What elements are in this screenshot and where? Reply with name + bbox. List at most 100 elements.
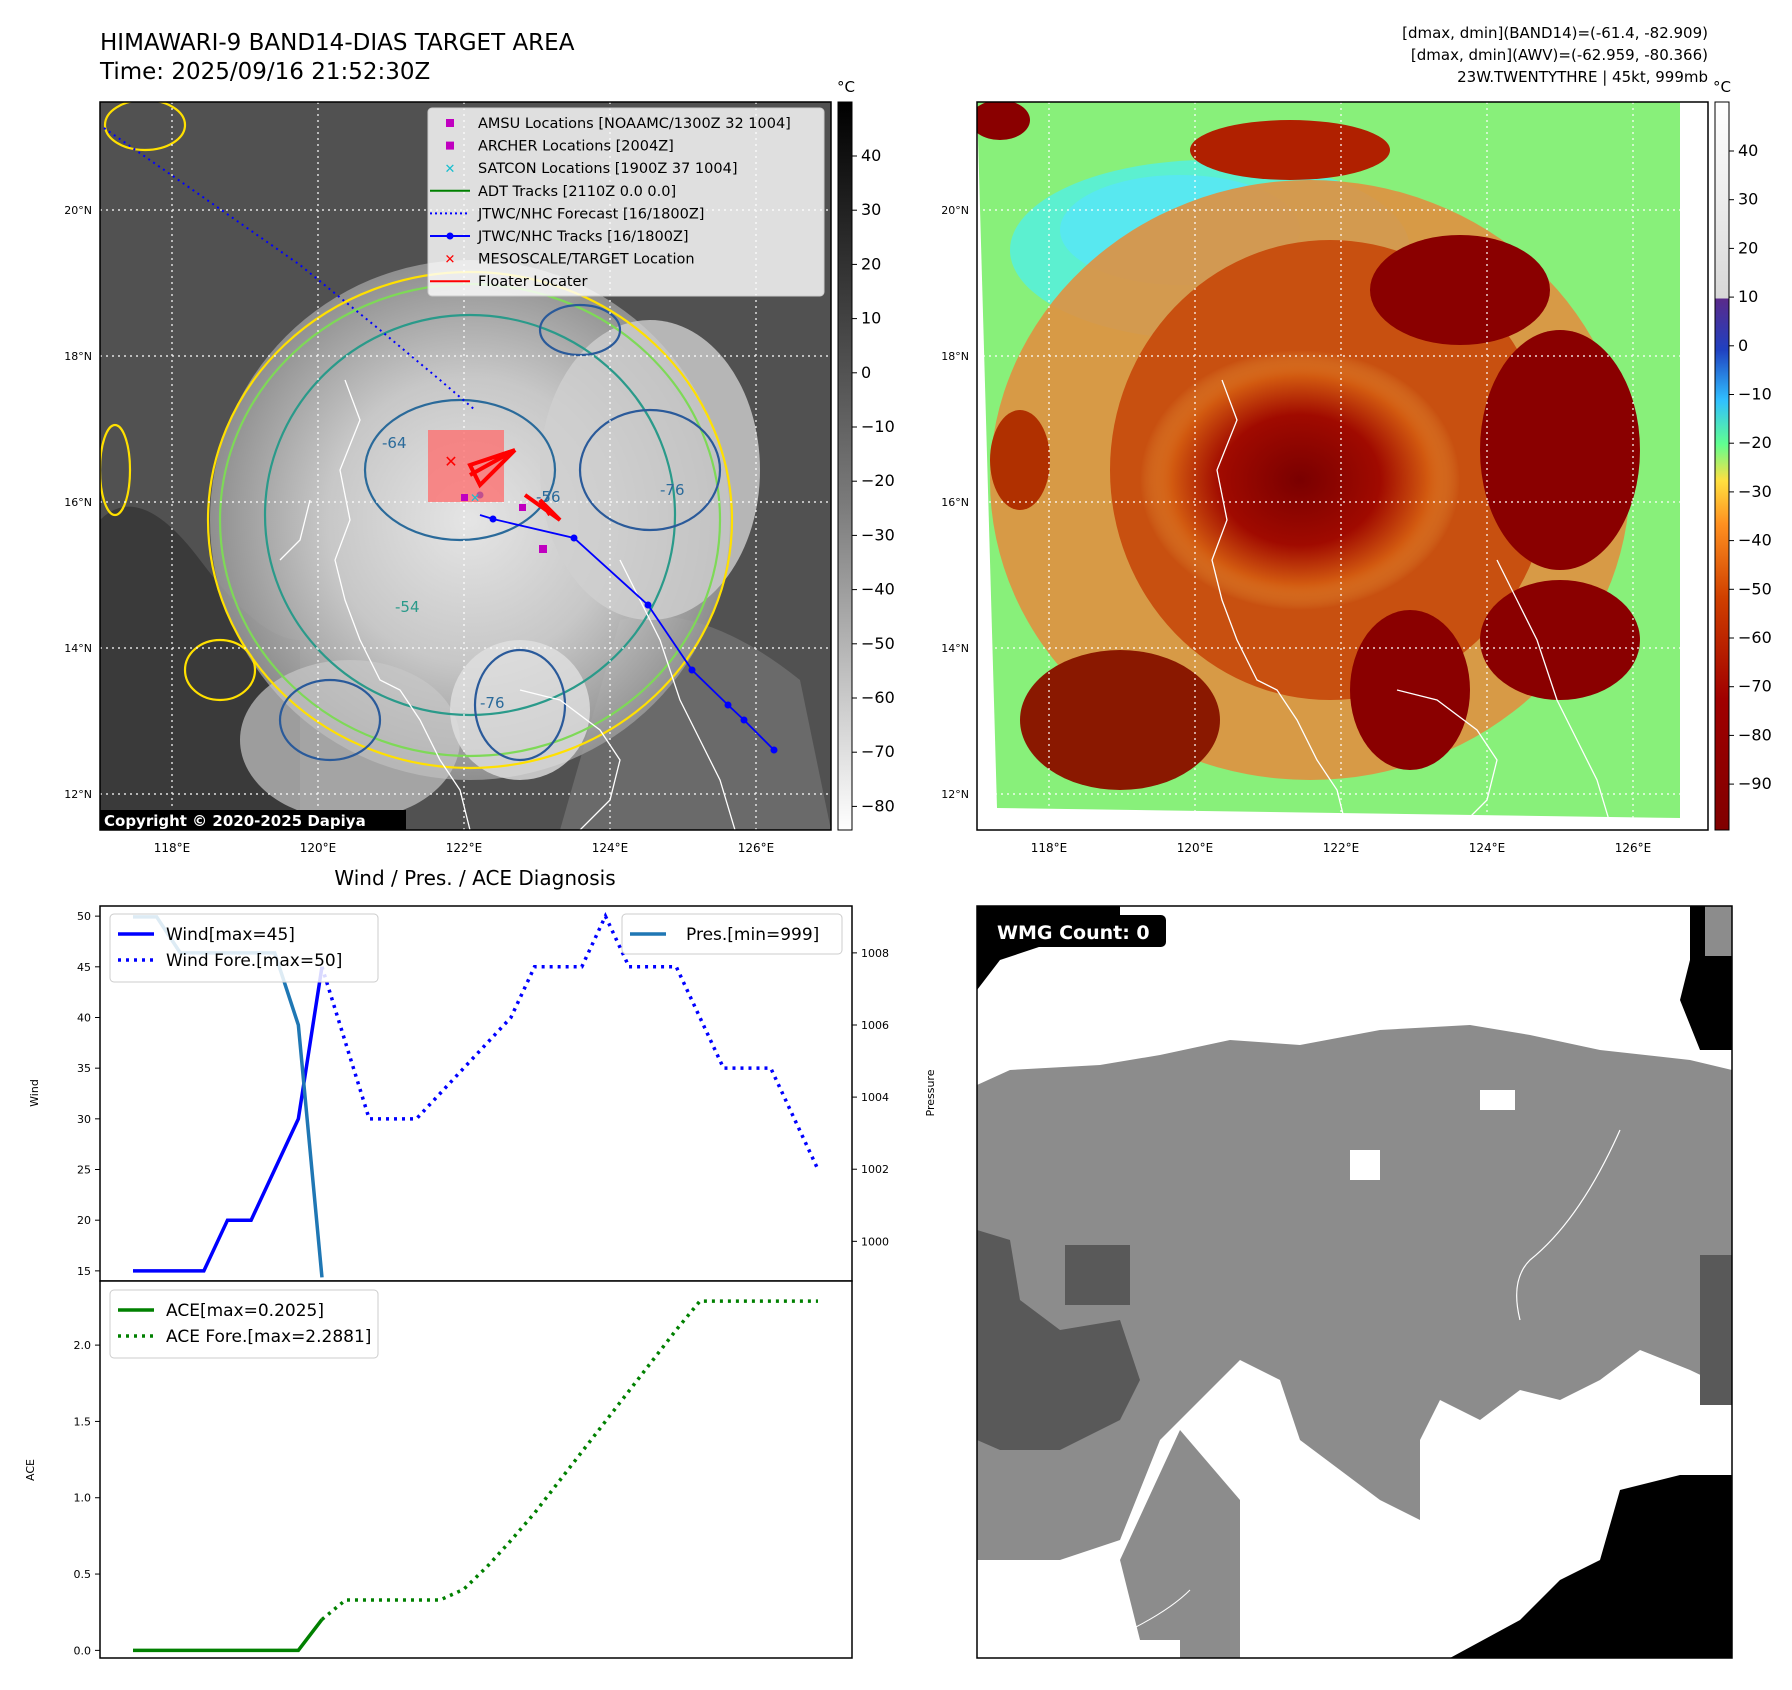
y-tick-label: 35 xyxy=(77,1062,91,1075)
colorbar-tick-label: −90 xyxy=(1738,774,1772,793)
y-tick-label: 1.0 xyxy=(74,1492,92,1505)
figure-time: Time: 2025/09/16 21:52:30Z xyxy=(99,59,430,85)
lon-tick-label: 126°E xyxy=(1615,841,1652,855)
legend-entry-label: MESOSCALE/TARGET Location xyxy=(478,252,695,268)
colorbar-tick-label: −50 xyxy=(861,634,895,653)
wv-satellite-panel xyxy=(977,102,1708,830)
map-longitude-labels: 118°E 120°E 122°E 124°E 126°E 118°E 120°E 122°E… xyxy=(154,841,1652,855)
y-tick-label: 45 xyxy=(77,961,91,974)
wv-colorbar-unit: °C xyxy=(1713,78,1731,96)
diagnosis-title: Wind / Pres. / ACE Diagnosis xyxy=(334,866,615,890)
jtwc-best-track xyxy=(479,514,775,751)
series-line xyxy=(320,911,820,1171)
colorbar-tick-label: −10 xyxy=(861,417,895,436)
colorbar-tick-label: −10 xyxy=(1738,385,1772,404)
colorbar-tick-label: 10 xyxy=(861,309,881,328)
colorbar-tick-label: −50 xyxy=(1738,579,1772,598)
colorbar-tick-label: −60 xyxy=(861,688,895,707)
info-line-3: 23W.TWENTYTHRE | 45kt, 999mb xyxy=(1457,68,1708,86)
satcon-location-marker: ✕ xyxy=(470,491,480,505)
pressure-axis-label: Pressure xyxy=(924,1069,937,1116)
colorbar-tick-label: −60 xyxy=(1738,628,1772,647)
legend-label: Wind Fore.[max=50] xyxy=(166,951,342,971)
right-y-tick-label: 1006 xyxy=(861,1019,889,1032)
contour-label: -54 xyxy=(395,598,420,616)
lat-tick-label: 20°N xyxy=(941,204,969,217)
ir-colorbar-unit: °C xyxy=(837,78,855,96)
colorbar-tick-label: 10 xyxy=(1738,287,1758,306)
colorbar-tick-label: 30 xyxy=(861,200,881,219)
contour-label: -76 xyxy=(660,481,685,499)
legend-entry-label: JTWC/NHC Forecast [16/1800Z] xyxy=(477,206,704,222)
legend-entry-label: ARCHER Locations [2004Z] xyxy=(478,139,674,155)
lat-tick-label: 14°N xyxy=(64,642,92,655)
lon-tick-label: 122°E xyxy=(1323,841,1360,855)
wv-colorbar xyxy=(1714,101,1730,831)
ir-legend: AMSU Locations [NOAAMC/1300Z 32 1004] ARC… xyxy=(427,107,825,297)
lat-tick-label: 12°N xyxy=(941,788,969,801)
lon-tick-label: 124°E xyxy=(592,841,629,855)
chart-legend-box xyxy=(109,913,379,983)
wind-axis-label: Wind xyxy=(28,1079,41,1107)
lon-tick-label: 120°E xyxy=(300,841,337,855)
contour-label: -76 xyxy=(480,694,505,712)
copyright-label: Copyright © 2020-2025 Dapiya xyxy=(104,812,366,830)
y-tick-label: 30 xyxy=(77,1113,91,1126)
floater-locater-track xyxy=(467,448,562,522)
colorbar-tick-label: −80 xyxy=(1738,725,1772,744)
y-tick-label: 20 xyxy=(77,1214,91,1227)
wmg-count-label: WMG Count: 0 xyxy=(997,922,1150,944)
lat-tick-label: 16°N xyxy=(64,496,92,509)
series-line xyxy=(133,1618,324,1653)
colorbar-tick-label: −30 xyxy=(1738,482,1772,501)
wmg-panel: WMG Count: 0 xyxy=(977,906,1732,1658)
wind-chart-marks: 15 20 25 30 35 40 45 50 1000 1002 1004 1006 1008 Wind… xyxy=(77,910,889,1278)
legend-marker xyxy=(446,119,454,127)
legend-entry-label: Floater Locater xyxy=(478,274,587,290)
legend-marker: ✕ xyxy=(445,162,456,177)
jtwc-forecast-track xyxy=(103,127,476,411)
colorbar-tick-label: 40 xyxy=(861,146,881,165)
lat-tick-label: 18°N xyxy=(64,350,92,363)
ir-colorbar xyxy=(837,101,853,831)
legend-entry-label: ADT Tracks [2110Z 0.0 0.0] xyxy=(478,184,676,200)
amsu-location-marker xyxy=(461,494,468,501)
lon-tick-label: 118°E xyxy=(154,841,191,855)
colorbar-tick-label: 20 xyxy=(1738,238,1758,257)
lat-tick-label: 16°N xyxy=(941,496,969,509)
lat-tick-label: 12°N xyxy=(64,788,92,801)
legend-entry-label: SATCON Locations [1900Z 37 1004] xyxy=(478,161,737,177)
series-line xyxy=(320,1299,818,1621)
y-tick-label: 15 xyxy=(77,1265,91,1278)
lat-tick-label: 18°N xyxy=(941,350,969,363)
chart-legend-box xyxy=(621,913,843,955)
lon-tick-label: 124°E xyxy=(1469,841,1506,855)
y-tick-label: 50 xyxy=(77,910,91,923)
lon-tick-label: 126°E xyxy=(738,841,775,855)
y-tick-label: 1.5 xyxy=(74,1415,92,1428)
colorbar-tick-label: −30 xyxy=(861,525,895,544)
wv-colorbar-ticks: 40 30 20 10 0 −10 −20 −30 −40 −50 −60 −70 −80 −90 xyxy=(1729,141,1772,793)
colorbar-tick-label: −70 xyxy=(1738,677,1772,696)
right-y-tick-label: 1002 xyxy=(861,1163,889,1176)
lat-tick-label: 20°N xyxy=(64,204,92,217)
lon-tick-label: 118°E xyxy=(1031,841,1068,855)
y-tick-label: 25 xyxy=(77,1164,91,1177)
lon-tick-label: 122°E xyxy=(446,841,483,855)
amsu-location-marker xyxy=(519,504,526,511)
y-tick-label: 0.5 xyxy=(74,1568,92,1581)
info-line-2: [dmax, dmin](AWV)=(-62.959, -80.366) xyxy=(1411,46,1708,64)
info-line-1: [dmax, dmin](BAND14)=(-61.4, -82.909) xyxy=(1402,24,1708,42)
legend-marker xyxy=(446,141,454,150)
target-area-box xyxy=(428,430,504,502)
lon-tick-label: 120°E xyxy=(1177,841,1214,855)
colorbar-tick-label: 30 xyxy=(1738,190,1758,209)
legend-marker: ✕ xyxy=(445,253,456,268)
ir-colorbar-ticks: 40 30 20 10 0 −10 −20 −30 −40 −50 −60 −70 −80 xyxy=(852,146,895,815)
right-y-tick-label: 1004 xyxy=(861,1091,889,1104)
map-latitude-labels: 20°N 18°N 16°N 14°N 12°N 20°N 18°N 16°N 14°N 12°N xyxy=(64,204,969,801)
legend-marker-dot xyxy=(446,232,454,240)
colorbar-tick-label: −40 xyxy=(861,580,895,599)
y-tick-label: 40 xyxy=(77,1011,91,1024)
